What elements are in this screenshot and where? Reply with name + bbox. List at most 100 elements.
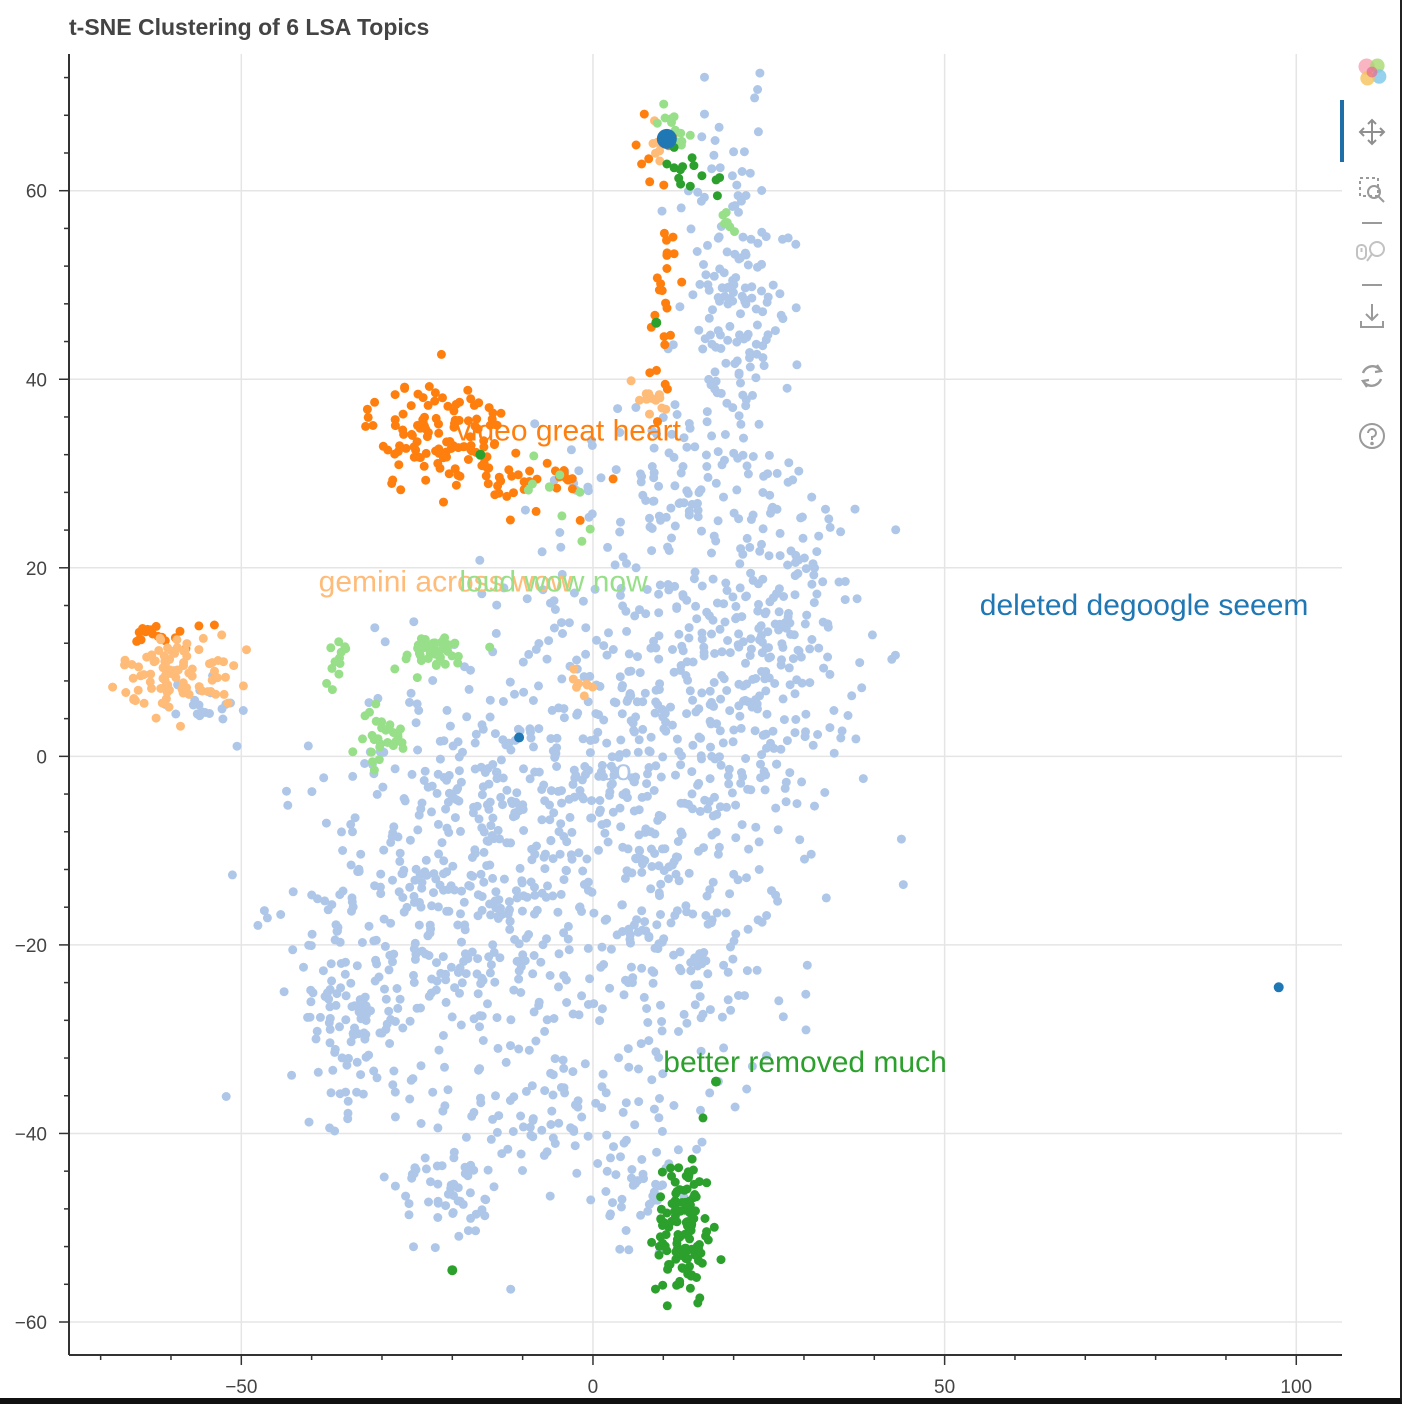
data-point (509, 1092, 519, 1102)
data-point (770, 679, 780, 688)
data-point (146, 669, 156, 679)
data-point (577, 991, 587, 1001)
data-point (505, 677, 515, 687)
data-point (346, 819, 356, 829)
data-point (531, 1036, 541, 1046)
data-point (649, 1187, 659, 1197)
data-point (444, 469, 454, 479)
data-point (702, 1178, 712, 1188)
data-point (253, 920, 263, 930)
data-point (586, 1195, 596, 1205)
data-point (825, 723, 835, 733)
data-point (594, 710, 603, 720)
data-point (761, 232, 771, 242)
data-point (597, 1004, 607, 1014)
data-point (688, 1193, 698, 1203)
data-point (656, 279, 666, 289)
data-point (424, 1197, 433, 1207)
data-point (781, 797, 791, 807)
data-point (729, 936, 739, 946)
data-point (313, 1067, 323, 1077)
data-point (483, 764, 493, 773)
data-point (585, 748, 595, 758)
data-point (577, 1112, 587, 1122)
data-point (740, 283, 750, 293)
box-zoom-icon[interactable] (1354, 172, 1390, 208)
data-point (652, 365, 661, 375)
bokeh-logo-icon[interactable] (1354, 54, 1390, 90)
data-point (454, 1231, 464, 1241)
data-point (473, 989, 483, 999)
data-point (790, 571, 800, 581)
data-point (435, 880, 445, 890)
data-point (444, 828, 454, 837)
data-point (616, 590, 625, 600)
data-point (667, 429, 677, 439)
data-point (360, 759, 370, 768)
data-point (555, 470, 565, 480)
data-point (766, 738, 775, 748)
data-point (757, 286, 766, 296)
data-point (802, 960, 812, 970)
data-point (669, 163, 679, 173)
data-point (669, 249, 679, 259)
data-point (619, 990, 629, 1000)
data-point (667, 720, 677, 730)
data-point (743, 260, 753, 270)
data-point (709, 271, 719, 281)
wheel-zoom-icon[interactable] (1354, 234, 1390, 270)
data-point (651, 685, 661, 695)
data-point (700, 334, 710, 344)
data-point (643, 1206, 653, 1216)
data-point (771, 803, 781, 813)
data-point (659, 1218, 669, 1228)
data-point (666, 1163, 676, 1173)
data-point (460, 920, 470, 930)
data-point (460, 1162, 470, 1172)
data-point (606, 944, 616, 954)
data-point (686, 224, 696, 234)
data-point (707, 164, 717, 174)
y-tick-label: −40 (15, 1124, 47, 1145)
data-point (620, 873, 630, 883)
data-point (802, 610, 812, 620)
data-point (172, 635, 182, 645)
data-point (499, 874, 509, 884)
data-point (706, 918, 716, 928)
data-point (770, 326, 780, 336)
data-point (623, 844, 633, 854)
data-point (521, 933, 531, 943)
data-point (707, 629, 716, 639)
data-point (713, 233, 723, 243)
data-point (556, 889, 566, 899)
data-point (567, 484, 577, 494)
help-icon[interactable] (1354, 418, 1390, 454)
data-point (509, 985, 519, 995)
data-point (609, 697, 619, 707)
data-point (368, 421, 378, 430)
data-point (650, 708, 660, 718)
data-point (448, 793, 457, 803)
data-point (604, 628, 613, 638)
data-point (490, 977, 500, 987)
data-point (636, 477, 646, 487)
data-point (632, 915, 642, 925)
data-point (571, 771, 581, 781)
data-point (713, 849, 723, 859)
topic-label: co (600, 754, 632, 787)
data-point (672, 410, 682, 419)
data-point (694, 1177, 704, 1187)
data-point (766, 652, 775, 662)
data-point (474, 814, 484, 824)
data-point (409, 970, 418, 980)
reset-icon[interactable] (1354, 358, 1390, 394)
data-point (659, 99, 669, 109)
pan-icon[interactable] (1354, 114, 1390, 150)
data-point (658, 752, 668, 762)
save-icon[interactable] (1354, 298, 1390, 334)
data-point (545, 1191, 555, 1201)
data-point (380, 941, 390, 951)
data-point (753, 127, 763, 137)
data-point (441, 997, 451, 1007)
